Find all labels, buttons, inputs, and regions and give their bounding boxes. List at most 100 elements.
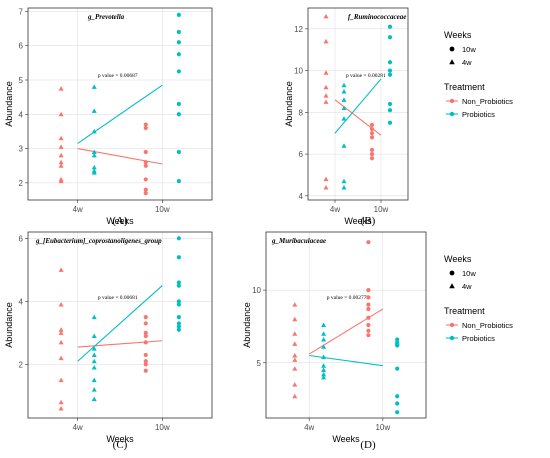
data-point-probiotics	[341, 105, 347, 111]
plot-frame	[27, 7, 213, 201]
data-point-non-probiotics	[323, 84, 329, 90]
data-point-probiotics	[176, 315, 181, 320]
data-point-probiotics	[341, 88, 347, 94]
x-axis-label: Weeks	[332, 434, 360, 444]
data-point-non-probiotics	[58, 86, 64, 91]
legend-circle-icon	[449, 46, 455, 52]
data-point-probiotics	[176, 236, 181, 241]
data-point-non-probiotics	[366, 322, 371, 328]
data-point-probiotics	[91, 149, 97, 154]
legend-triangle-icon	[449, 283, 455, 289]
y-tick-label: 10	[294, 67, 303, 76]
x-tick-label: 10w	[155, 423, 170, 432]
y-tick-label: 12	[294, 25, 303, 34]
plot-frame	[27, 231, 213, 419]
x-axis-label: Weeks	[106, 216, 134, 226]
data-point-probiotics	[91, 164, 97, 170]
legend-1: Weeks 10w 4w Treatment Non_Probiotics Probiot…	[444, 30, 513, 119]
trend-line-probiotics	[334, 78, 382, 134]
data-point-non-probiotics	[292, 302, 298, 307]
data-point-probiotics	[176, 40, 181, 45]
data-point-non-probiotics	[292, 341, 298, 346]
data-point-probiotics	[91, 333, 97, 339]
x-tick-label: 4w	[73, 423, 83, 432]
data-point-probiotics	[321, 322, 327, 327]
data-point-probiotics	[395, 343, 400, 348]
plot-frame	[307, 7, 409, 201]
y-tick-label: 3	[19, 145, 24, 154]
legend-circle-icon	[449, 270, 455, 276]
data-point-probiotics	[91, 170, 97, 175]
data-point-non-probiotics	[366, 288, 371, 293]
data-point-probiotics	[387, 101, 393, 107]
data-point-non-probiotics	[58, 327, 64, 332]
data-point-probiotics	[395, 401, 400, 406]
legend-dot-icon	[449, 322, 455, 328]
legend-weeks-item: 10w	[462, 269, 476, 278]
legend-dot-icon	[449, 111, 455, 117]
y-tick-label: 4	[19, 297, 24, 306]
data-point-non-probiotics	[143, 160, 148, 165]
data-point-non-probiotics	[143, 149, 148, 155]
data-point-non-probiotics	[58, 152, 64, 158]
data-point-probiotics	[176, 302, 181, 307]
trend-line-non-probiotics	[334, 99, 382, 136]
data-point-non-probiotics	[58, 399, 64, 405]
data-point-non-probiotics	[292, 366, 298, 371]
y-tick-label: 5	[19, 76, 24, 85]
p-value-annotation: p value = 0.00687	[98, 73, 138, 79]
data-point-probiotics	[321, 331, 327, 336]
data-point-non-probiotics	[143, 352, 148, 358]
data-point-probiotics	[395, 410, 400, 415]
data-point-non-probiotics	[292, 316, 298, 322]
data-point-probiotics	[395, 394, 400, 399]
data-point-probiotics	[176, 255, 181, 260]
y-tick-label: 2	[19, 360, 24, 369]
y-axis-label: Abundance	[284, 81, 294, 127]
data-point-probiotics	[321, 354, 327, 359]
panel-d: 5 10 4w 10w Weeks Abundance g_Muribaculaceaep …	[242, 231, 427, 451]
data-point-non-probiotics	[58, 159, 64, 165]
y-axis-label: Abundance	[4, 302, 14, 348]
y-tick-label: 7	[19, 7, 24, 16]
data-point-non-probiotics	[58, 406, 64, 411]
data-point-non-probiotics	[143, 362, 148, 367]
x-tick-label: 10w	[155, 205, 170, 214]
data-point-non-probiotics	[58, 302, 64, 307]
y-tick-label: 8	[299, 108, 304, 117]
data-point-probiotics	[341, 82, 347, 88]
data-point-probiotics	[176, 324, 181, 329]
data-point-probiotics	[176, 29, 181, 35]
plot-frame	[265, 231, 427, 419]
data-point-non-probiotics	[143, 163, 148, 168]
data-point-non-probiotics	[366, 240, 371, 245]
y-tick-label: 5	[257, 359, 262, 368]
data-point-non-probiotics	[369, 131, 375, 136]
data-point-probiotics	[321, 371, 327, 377]
legend-treatment-title: Treatment	[444, 306, 485, 316]
panel-title: g_[Eubacterium]_coprostanoligenes_group	[35, 237, 162, 245]
x-tick-label: 4w	[73, 205, 83, 214]
data-point-non-probiotics	[143, 122, 148, 127]
data-point-probiotics	[321, 367, 327, 373]
data-point-non-probiotics	[292, 393, 298, 399]
data-point-non-probiotics	[323, 38, 329, 44]
data-point-probiotics	[387, 24, 393, 29]
trend-line-non-probiotics	[308, 308, 384, 355]
data-point-non-probiotics	[143, 177, 148, 182]
data-point-non-probiotics	[369, 147, 375, 153]
trend-line-probiotics	[309, 354, 383, 367]
data-point-probiotics	[176, 69, 181, 74]
data-point-non-probiotics	[366, 315, 371, 320]
data-point-probiotics	[176, 280, 181, 285]
data-point-non-probiotics	[143, 315, 148, 320]
y-tick-label: 10	[252, 286, 261, 295]
data-point-probiotics	[176, 327, 181, 332]
data-point-probiotics	[387, 72, 393, 77]
data-point-non-probiotics	[58, 339, 64, 345]
data-point-non-probiotics	[323, 184, 329, 190]
p-value-annotation: p value = 0.002779	[327, 295, 370, 301]
